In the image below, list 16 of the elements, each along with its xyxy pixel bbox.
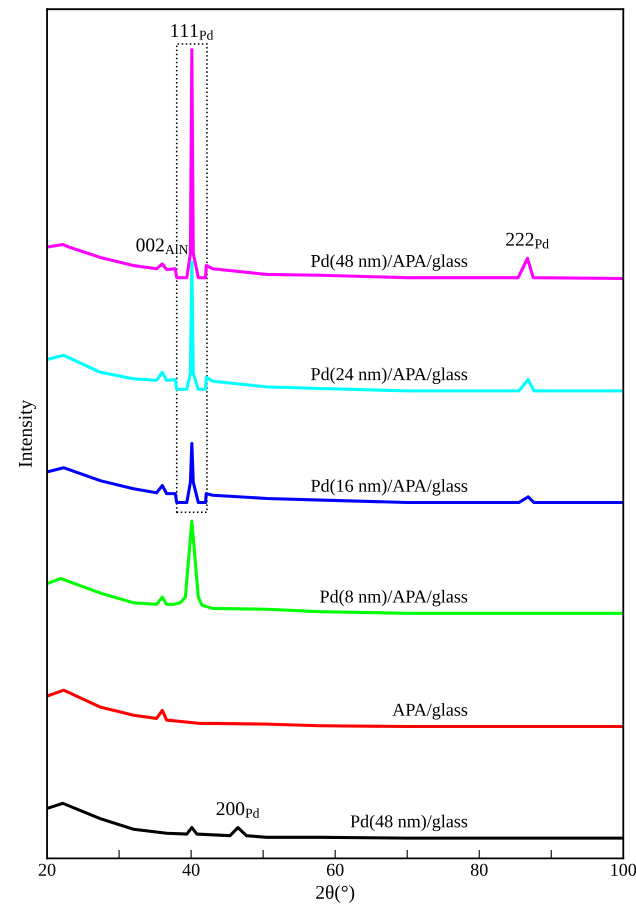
series-label: Pd(24 nm)/APA/glass [311, 368, 468, 384]
annotation: 200$_{Pd}$ [216, 802, 260, 818]
x-tick-label: 60 [326, 864, 344, 876]
annotation: 111$_{Pd}$ [171, 24, 214, 40]
x-tick-label: 100 [611, 864, 636, 876]
series-label: Pd(48 nm)/APA/glass [311, 254, 468, 271]
series-label: Pd(8 nm)/APA/glass [320, 590, 468, 606]
series-label: Pd(16 nm)/APA/glass [311, 479, 468, 496]
series-label: Pd(48 nm)/glass [350, 814, 468, 832]
x-tick-label: 20 [38, 864, 56, 876]
x-tick-label: 80 [470, 864, 488, 876]
y-axis-title: Intensity [18, 400, 36, 468]
annotation: 222$_{Pd}$ [506, 232, 549, 248]
x-tick-label: 40 [182, 864, 200, 876]
x-axis-title: 2θ(°) [316, 885, 354, 903]
series-label: APA/glass [392, 703, 468, 720]
